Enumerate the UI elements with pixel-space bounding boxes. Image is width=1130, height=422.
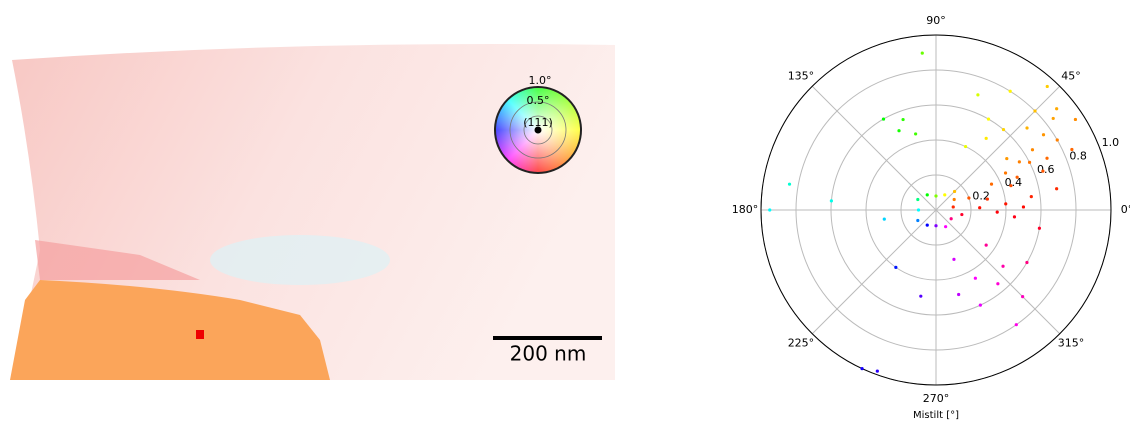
point (901, 118, 904, 121)
point (914, 132, 917, 135)
point (979, 304, 982, 307)
point (1005, 157, 1008, 160)
point (976, 93, 979, 96)
grid-spoke (812, 86, 936, 210)
point (1028, 161, 1031, 164)
point (1009, 90, 1012, 93)
point (985, 244, 988, 247)
point (1042, 133, 1045, 136)
point (952, 258, 955, 261)
scale-bar-label: 200 nm (510, 342, 587, 366)
point (1015, 323, 1018, 326)
theta-tick-label: 90° (926, 14, 946, 27)
point (986, 197, 989, 200)
key-overlay: 1.0° 0.5° (111) (496, 88, 580, 172)
point (1004, 202, 1007, 205)
chart: 200 nm 0°45°90°135°180°225°270°315°0.20.… (0, 0, 1130, 422)
point (882, 117, 885, 120)
point (883, 218, 886, 221)
key-label: 0.5° (527, 94, 550, 107)
point (934, 194, 937, 197)
point (944, 225, 947, 228)
point (1055, 187, 1058, 190)
map-region (210, 235, 390, 285)
r-tick-label: 0.4 (1005, 176, 1023, 189)
theta-tick-label: 45° (1061, 69, 1081, 82)
point (926, 193, 929, 196)
theta-tick-label: 315° (1058, 337, 1085, 350)
point (788, 183, 791, 186)
point (987, 117, 990, 120)
grid-spoke (936, 210, 1060, 334)
point (1013, 215, 1016, 218)
point (926, 224, 929, 227)
point (978, 206, 981, 209)
key-label: 1.0° (529, 74, 552, 87)
point (1070, 148, 1073, 151)
point (1004, 171, 1007, 174)
point (1033, 109, 1036, 112)
point (894, 266, 897, 269)
point (1022, 205, 1025, 208)
theta-tick-label: 225° (788, 337, 815, 350)
point (1045, 157, 1048, 160)
theta-tick-label: 270° (923, 392, 950, 405)
x-axis-label: Mistilt [°] (913, 410, 959, 421)
point (957, 293, 960, 296)
point (1046, 85, 1049, 88)
point (1074, 118, 1077, 121)
point (1002, 128, 1005, 131)
point (1052, 117, 1055, 120)
point (953, 198, 956, 201)
point (996, 211, 999, 214)
point (916, 198, 919, 201)
point (919, 295, 922, 298)
point (1021, 295, 1024, 298)
point (990, 183, 993, 186)
r-tick-label: 0.6 (1037, 163, 1055, 176)
point (934, 224, 937, 227)
point (1038, 227, 1041, 230)
point (950, 217, 953, 220)
point (1055, 107, 1058, 110)
point (1041, 169, 1044, 172)
point (1030, 195, 1033, 198)
point (964, 145, 967, 148)
point (1016, 176, 1019, 179)
r-tick-label: 1.0 (1102, 136, 1120, 149)
point (1056, 138, 1059, 141)
point (860, 367, 863, 370)
point (1031, 148, 1034, 151)
point (830, 199, 833, 202)
grid-spoke (812, 210, 936, 334)
key-label: (111) (523, 116, 553, 129)
theta-tick-label: 0° (1121, 203, 1130, 216)
point (768, 208, 771, 211)
point (1025, 126, 1028, 129)
r-tick-label: 0.8 (1069, 149, 1087, 162)
theta-tick-label: 135° (788, 69, 815, 82)
point (1009, 184, 1012, 187)
point (876, 370, 879, 373)
point (953, 190, 956, 193)
point (996, 282, 999, 285)
point (952, 205, 955, 208)
theta-tick-label: 180° (732, 203, 759, 216)
point (917, 208, 920, 211)
point (974, 277, 977, 280)
point (943, 193, 946, 196)
point (916, 219, 919, 222)
point (960, 213, 963, 216)
point (985, 137, 988, 140)
point (897, 129, 900, 132)
map-spot (196, 330, 204, 339)
point (967, 196, 970, 199)
figure: 200 nm 0°45°90°135°180°225°270°315°0.20.… (0, 0, 1130, 422)
point (1001, 265, 1004, 268)
point (1018, 160, 1021, 163)
point (921, 51, 924, 54)
point (1025, 261, 1028, 264)
color-key: 1.0° 0.5° (111) (494, 86, 582, 174)
